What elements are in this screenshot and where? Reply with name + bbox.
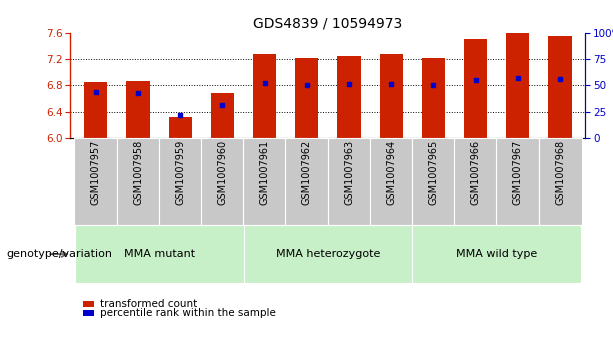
Text: MMA wild type: MMA wild type (456, 249, 538, 259)
Bar (295, 58, 319, 138)
Bar (84, 82, 107, 138)
Text: GSM1007966: GSM1007966 (471, 140, 481, 205)
Text: genotype/variation: genotype/variation (6, 249, 112, 259)
Text: GSM1007958: GSM1007958 (133, 140, 143, 205)
Bar (169, 117, 192, 138)
Text: GSM1007962: GSM1007962 (302, 140, 312, 205)
Text: MMA mutant: MMA mutant (124, 249, 195, 259)
Title: GDS4839 / 10594973: GDS4839 / 10594973 (253, 16, 403, 30)
Text: percentile rank within the sample: percentile rank within the sample (100, 308, 276, 318)
Text: GSM1007961: GSM1007961 (260, 140, 270, 205)
Bar (211, 93, 234, 138)
Text: GSM1007965: GSM1007965 (428, 140, 438, 205)
Bar (253, 54, 276, 138)
Text: GSM1007963: GSM1007963 (344, 140, 354, 205)
Bar (126, 81, 150, 138)
Bar (549, 36, 572, 138)
Bar (506, 33, 530, 138)
Bar (379, 54, 403, 138)
Text: GSM1007968: GSM1007968 (555, 140, 565, 205)
Text: GSM1007957: GSM1007957 (91, 140, 101, 205)
Text: GSM1007960: GSM1007960 (218, 140, 227, 205)
Bar (422, 58, 445, 138)
Bar (464, 39, 487, 138)
Text: MMA heterozygote: MMA heterozygote (276, 249, 380, 259)
Text: GSM1007967: GSM1007967 (513, 140, 523, 205)
Bar (337, 56, 360, 138)
Text: transformed count: transformed count (100, 299, 197, 309)
Text: GSM1007959: GSM1007959 (175, 140, 185, 205)
Text: GSM1007964: GSM1007964 (386, 140, 396, 205)
